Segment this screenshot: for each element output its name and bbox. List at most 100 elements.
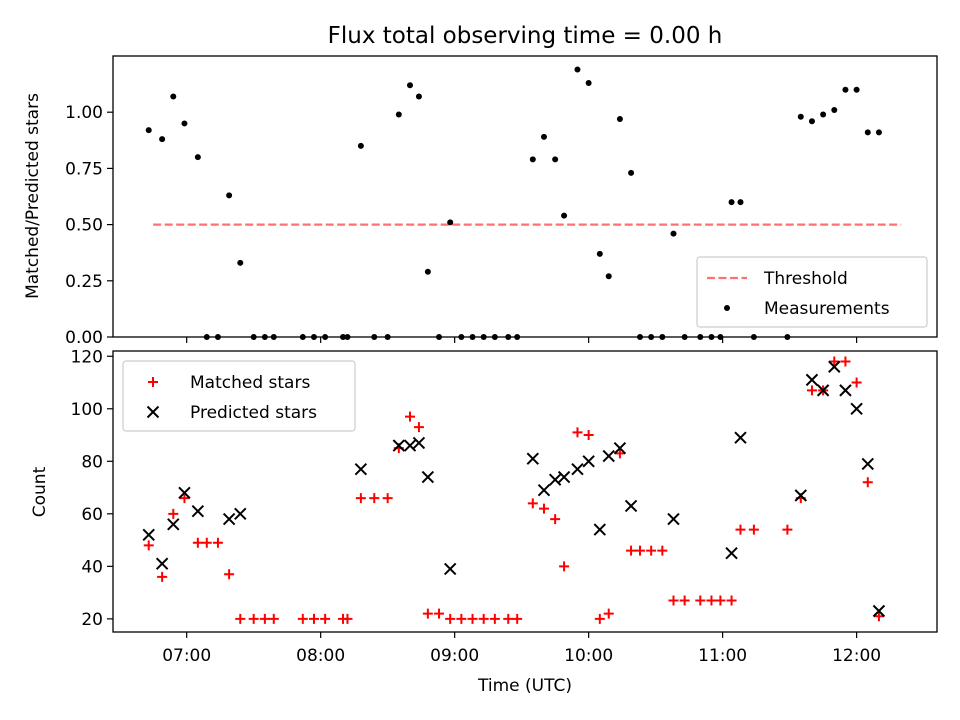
legend-measurement-swatch: [724, 305, 730, 311]
y-tick-label: 0.75: [65, 159, 103, 179]
predicted-point: [443, 562, 457, 576]
predicted-point: [839, 384, 852, 397]
measurement-point: [574, 66, 581, 73]
measurement-point: [628, 169, 635, 176]
matched-point: [829, 356, 840, 367]
measurement-point: [540, 133, 547, 140]
matched-point: [668, 595, 679, 606]
predicted-point: [191, 504, 205, 518]
matched-point: [320, 613, 331, 624]
x-tick-label: 10:00: [564, 646, 613, 666]
legend-label: Matched stars: [190, 373, 310, 393]
matched-point: [456, 613, 467, 624]
matched-point: [212, 537, 223, 548]
matched-point: [538, 503, 549, 514]
predicted-point: [557, 470, 571, 484]
measurement-point: [181, 120, 188, 127]
measurement-point: [831, 106, 838, 113]
matched-point: [735, 524, 746, 535]
legend: Threshold Measurements: [696, 256, 928, 328]
y-tick-label: 20: [81, 610, 103, 630]
matched-point: [259, 613, 270, 624]
measurement-point: [357, 142, 364, 149]
matched-point: [550, 514, 561, 525]
matched-point: [422, 608, 433, 619]
count-plot: 20 40 60 80 100 120 07:00 08:00 09:00 10:00 11:00 1…: [71, 347, 938, 666]
matched-point: [862, 477, 873, 488]
measurement-point: [406, 82, 413, 89]
legend-box: [696, 256, 928, 328]
predicted-point: [725, 547, 738, 560]
measurement-point: [820, 111, 827, 118]
predicted-point: [805, 373, 819, 387]
matched-point: [489, 613, 500, 624]
matched-point: [268, 613, 279, 624]
predicted-point: [872, 604, 886, 618]
legend-matched-swatch: [148, 377, 158, 387]
legend-label: Predicted stars: [190, 403, 317, 423]
y-tick-label: 0.50: [65, 216, 103, 236]
predicted-point: [178, 486, 191, 500]
legend-box: [122, 360, 356, 432]
measurement-point: [875, 129, 882, 136]
matched-point: [679, 595, 690, 606]
matched-point: [840, 356, 851, 367]
matched-point: [626, 545, 637, 556]
predicted-point: [392, 439, 406, 452]
matched-point: [695, 595, 706, 606]
y-tick-label: 0.25: [65, 272, 103, 292]
chart-title: Flux total observing time = 0.00 h: [328, 23, 723, 49]
matched-point: [342, 613, 353, 624]
matched-point: [726, 595, 737, 606]
measurement-point: [797, 113, 804, 120]
measurement-point: [395, 111, 402, 118]
predicted-point: [861, 457, 874, 471]
predicted-point: [734, 431, 747, 444]
matched-point: [248, 613, 259, 624]
y-tick-label: 1.00: [65, 103, 103, 123]
measurement-point: [415, 93, 422, 100]
predicted-point: [167, 518, 180, 531]
x-tick-label: 07:00: [162, 646, 211, 666]
matched-point: [512, 613, 523, 624]
x-tick-label: 09:00: [430, 646, 479, 666]
matched-point: [503, 613, 514, 624]
measurement-point: [145, 127, 152, 134]
measurement-point: [728, 199, 735, 206]
predicted-point: [602, 449, 615, 463]
bottom-y-axis-label: Count: [30, 466, 50, 517]
measurement-point: [170, 93, 177, 100]
predicted-point: [850, 402, 863, 415]
top-y-axis-label: Matched/Predicted stars: [23, 93, 43, 299]
measurement-point: [585, 79, 592, 86]
matched-point: [572, 427, 583, 438]
legend: Matched stars Predicted stars: [122, 360, 356, 432]
predicted-point: [548, 473, 562, 486]
matched-point: [657, 545, 668, 556]
matched-point: [603, 608, 614, 619]
matched-point: [635, 545, 646, 556]
predicted-point: [582, 455, 595, 468]
matched-point: [806, 385, 817, 396]
x-tick-label: 11:00: [698, 646, 747, 666]
predicted-point: [667, 512, 680, 526]
predicted-point: [412, 436, 426, 450]
measurement-point: [670, 230, 677, 237]
matched-point: [559, 561, 570, 572]
matched-point: [369, 493, 380, 504]
y-tick-label: 60: [81, 505, 103, 525]
matched-point: [445, 613, 456, 624]
y-tick-label: 40: [81, 557, 103, 577]
x-tick-label: 12:00: [832, 646, 881, 666]
matched-point: [224, 569, 235, 580]
y-tick-label: 0.00: [65, 328, 103, 348]
measurement-point: [529, 156, 536, 163]
measurement-point: [605, 273, 612, 280]
matched-point: [168, 508, 179, 519]
predicted-point: [794, 489, 807, 502]
y-tick-label: 100: [71, 400, 103, 420]
predicted-point: [593, 523, 607, 536]
measurement-point: [159, 136, 166, 143]
matched-point: [404, 411, 415, 422]
